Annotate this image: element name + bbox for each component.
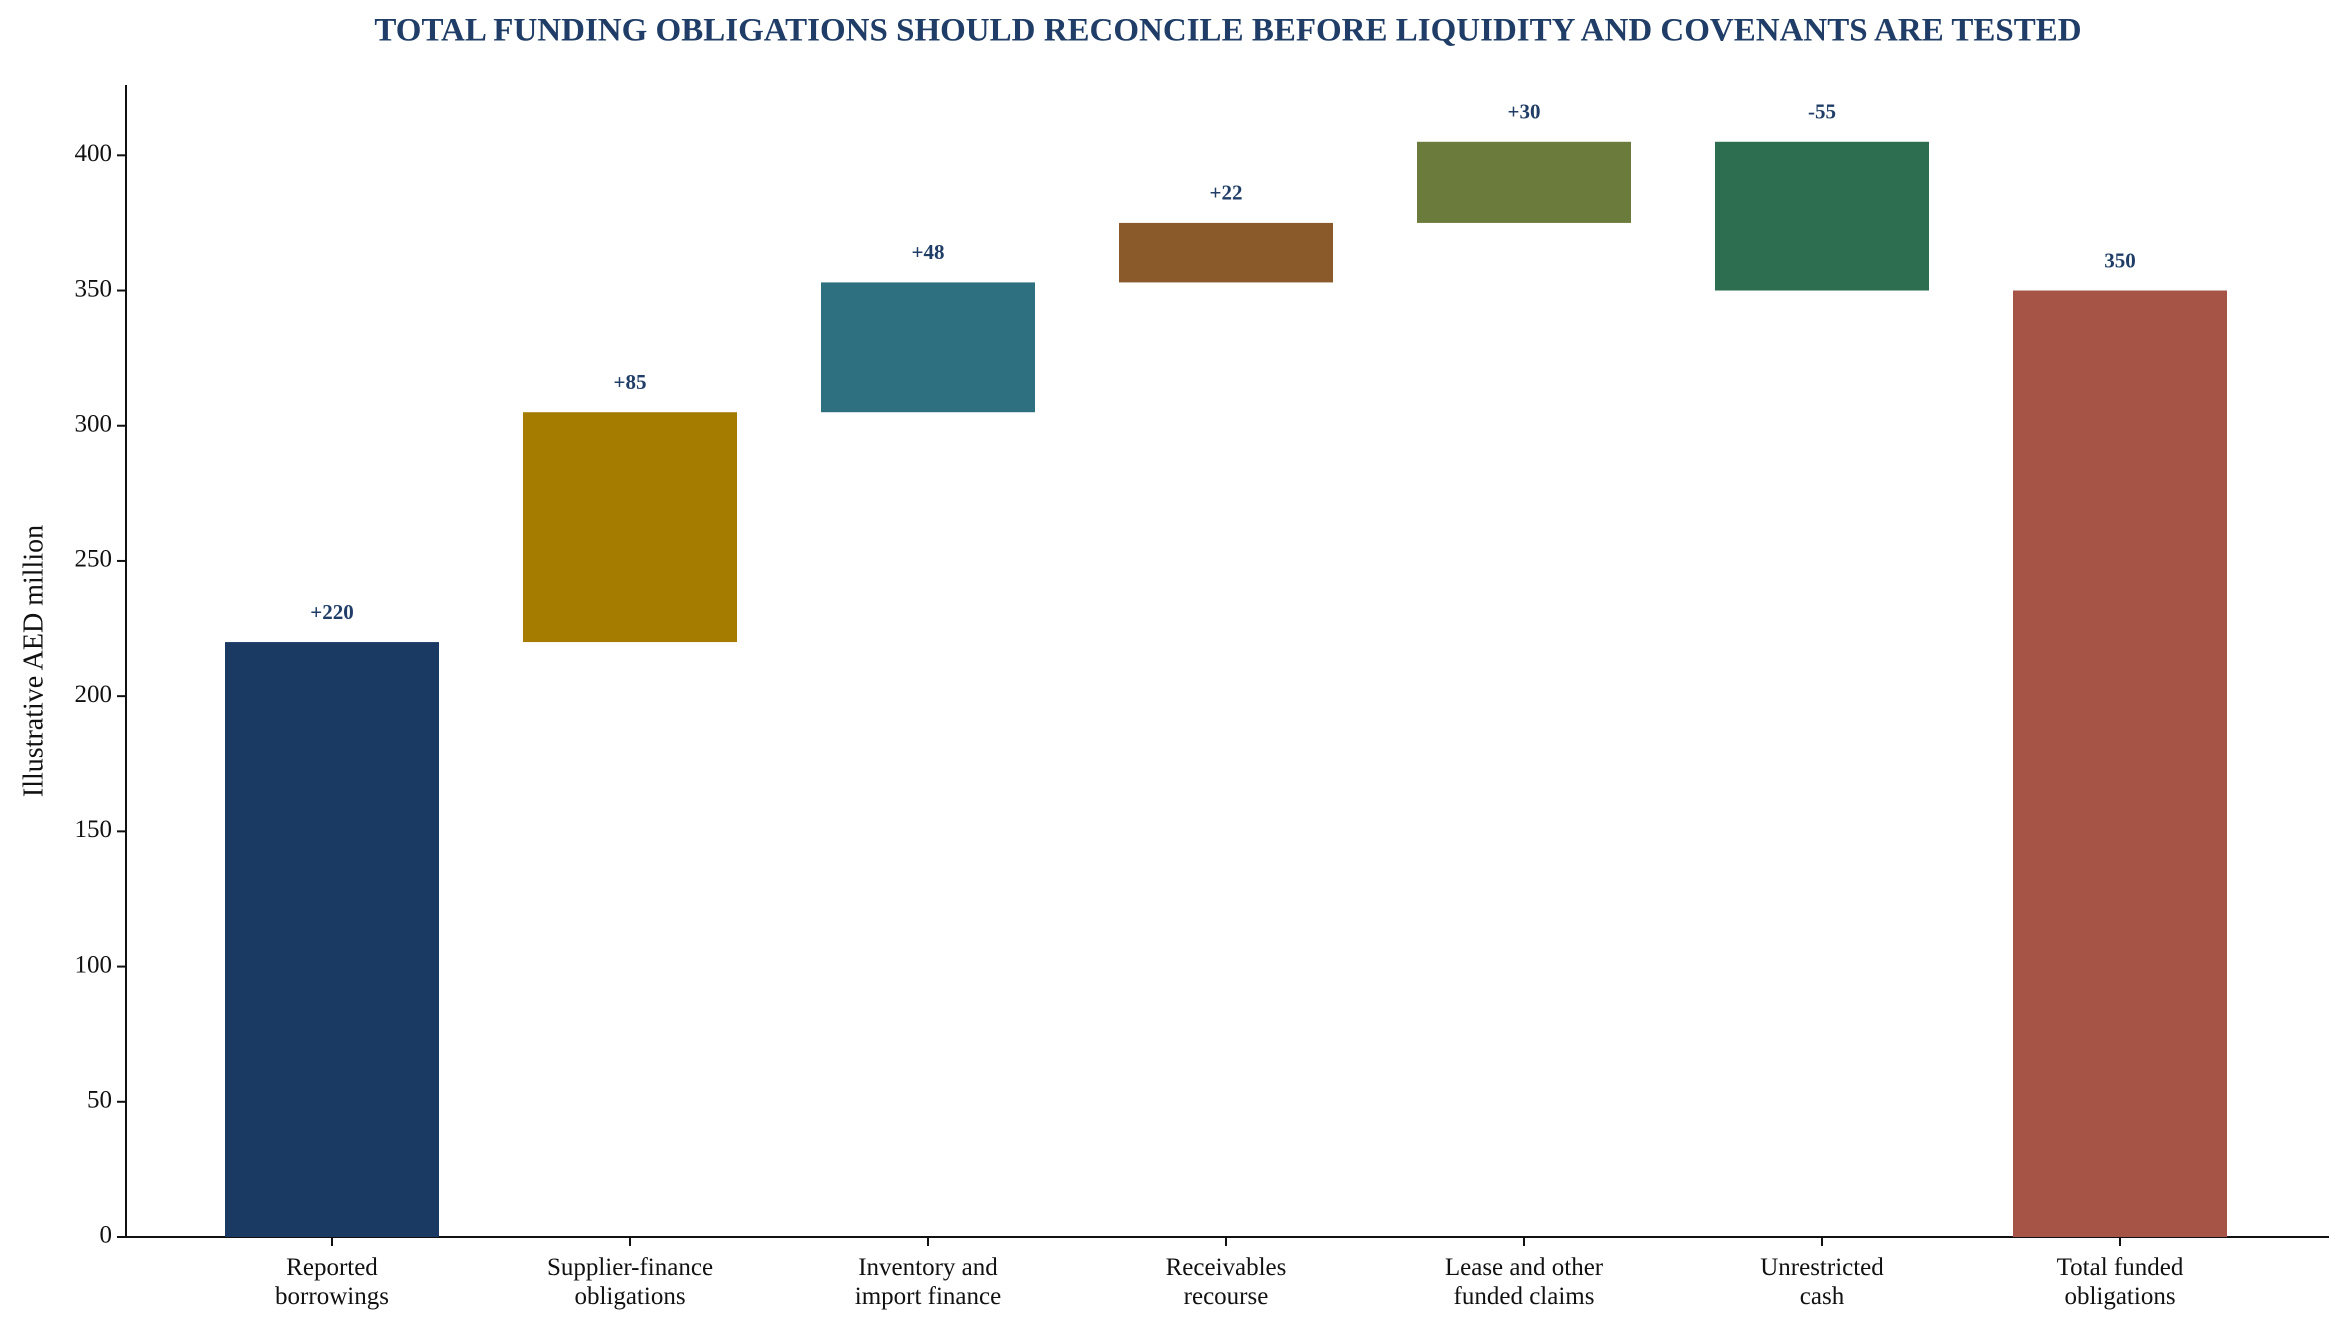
x-tick-label: Inventory and import finance [854,1254,1002,1310]
y-tick-label: 0 [100,1222,113,1249]
x-tick-label: Receivables recourse [1165,1254,1287,1310]
x-tick-label: Unrestricted cash [1760,1254,1884,1310]
value-label: 350 [2104,248,2136,272]
y-axis-label: Illustrative AED million [18,525,49,797]
value-label: -55 [1808,100,1836,124]
x-tick-label: Total funded obligations [2056,1254,2184,1310]
y-tick-label: 150 [75,816,113,843]
y-tick-label: 50 [87,1087,112,1114]
bar [1417,141,1631,223]
y-tick-label: 100 [75,951,113,978]
y-tick-label: 400 [75,140,113,167]
x-tick-label: Lease and other funded claims [1444,1254,1604,1310]
y-tick-label: 250 [75,546,113,573]
value-label: +220 [310,600,353,624]
value-label: +30 [1508,100,1541,124]
bar [821,282,1035,413]
y-tick-label: 300 [75,410,113,437]
y-tick-label: 350 [75,275,113,302]
bar [2013,290,2227,1237]
bar [523,412,737,643]
y-tick-label: 200 [75,681,113,708]
bar [1119,222,1333,283]
x-tick-label: Supplier-finance obligations [546,1254,714,1310]
bar [225,642,439,1237]
chart-title: TOTAL FUNDING OBLIGATIONS SHOULD RECONCI… [374,13,2081,49]
value-label: +22 [1210,181,1243,205]
value-label: +48 [912,240,945,264]
value-label: +85 [614,370,647,394]
x-tick-label: Reported borrowings [275,1254,389,1310]
bar [1715,141,1929,291]
